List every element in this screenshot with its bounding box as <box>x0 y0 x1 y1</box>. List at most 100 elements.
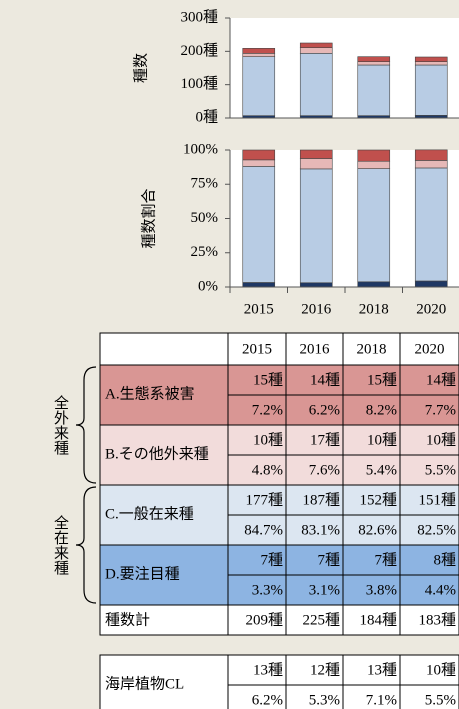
table-cell <box>399 574 459 606</box>
x-tick-label: 2018 <box>359 301 389 317</box>
table-value: 10種 <box>253 431 283 448</box>
y-tick-label: 25% <box>191 244 219 260</box>
table-value: 225種 <box>302 611 340 628</box>
table-value: 3.1% <box>309 582 340 598</box>
table-cell <box>342 604 401 636</box>
table-value: 177種 <box>245 491 283 508</box>
table-cell <box>399 332 459 366</box>
bar-segment <box>299 47 333 54</box>
table-cell <box>342 394 401 426</box>
table-cell <box>342 514 401 546</box>
table-cell <box>342 654 401 686</box>
bar-segment <box>357 160 391 169</box>
table-cell <box>285 332 344 366</box>
table-cell <box>399 364 459 396</box>
table-value: 3.8% <box>366 582 397 598</box>
table-value: 14種 <box>310 371 340 388</box>
bar-segment <box>414 160 448 169</box>
table-value: 15種 <box>253 371 283 388</box>
table-value: 5.3% <box>309 692 340 708</box>
table-cell <box>99 654 229 709</box>
table-value: 15種 <box>367 371 397 388</box>
table-cell <box>227 454 287 486</box>
table-cell <box>99 364 229 426</box>
bar-segment <box>299 53 333 116</box>
row-label: 海岸植物CL <box>105 675 184 692</box>
column-header: 2016 <box>300 341 331 357</box>
column-header: 2020 <box>415 341 445 357</box>
bar-segment <box>299 158 333 170</box>
y-tick-label: 50% <box>191 210 219 226</box>
row-label: D.要注目種 <box>105 565 180 582</box>
table-cell <box>227 332 287 366</box>
table-value: 83.1% <box>301 522 340 538</box>
group-brace <box>75 486 97 604</box>
table-value: 5.4% <box>366 462 397 478</box>
table-cell <box>285 454 344 486</box>
bar-segment <box>414 149 448 161</box>
table-value: 12種 <box>310 661 340 678</box>
y-axis-label: 種数 <box>132 53 149 83</box>
table-cell <box>99 424 229 486</box>
bar-segment <box>357 168 391 283</box>
table-value: 14種 <box>426 371 456 388</box>
bar-segment <box>242 53 276 57</box>
y-tick-label: 0% <box>198 278 218 294</box>
column-header: 2018 <box>357 341 387 357</box>
row-label: A.生態系被害 <box>105 385 195 402</box>
bar-segment <box>414 56 448 62</box>
column-header: 2015 <box>242 341 272 357</box>
table-value: 151種 <box>418 491 456 508</box>
x-tick-label: 2015 <box>244 301 274 317</box>
table-cell <box>342 332 401 366</box>
table-cell <box>227 484 287 516</box>
bar-segment <box>242 149 276 161</box>
table-value: 4.8% <box>252 462 283 478</box>
table-value: 5.5% <box>425 692 456 708</box>
table-value: 13種 <box>253 661 283 678</box>
table-value: 209種 <box>245 611 283 628</box>
table-cell <box>285 424 344 456</box>
table-value: 7種 <box>317 551 340 568</box>
table-value: 17種 <box>310 431 340 448</box>
table-cell <box>399 684 459 709</box>
x-tick-label: 2016 <box>301 301 332 317</box>
table-cell <box>99 544 229 606</box>
table-cell <box>285 394 344 426</box>
table-value: 84.7% <box>244 522 283 538</box>
bar-segment <box>242 282 276 288</box>
bar-segment <box>299 149 333 159</box>
group-label: 全外来種 <box>52 394 69 455</box>
table-value: 184種 <box>359 611 397 628</box>
y-tick-label: 100種 <box>180 75 218 92</box>
table-cell <box>227 394 287 426</box>
row-label: 種数計 <box>105 611 150 628</box>
table-value: 10種 <box>426 661 456 678</box>
bar-segment <box>242 48 276 54</box>
table-cell <box>227 654 287 686</box>
y-tick-label: 0種 <box>195 108 218 125</box>
group-brace <box>75 366 97 484</box>
table-value: 10種 <box>426 431 456 448</box>
table-value: 187種 <box>302 491 340 508</box>
bar-segment <box>414 167 448 282</box>
y-tick-label: 300種 <box>180 8 218 25</box>
y-axis-label: 種数割合 <box>140 188 157 248</box>
y-tick-label: 75% <box>191 176 219 192</box>
table-value: 4.4% <box>425 582 456 598</box>
x-tick-label: 2020 <box>416 301 446 317</box>
table-value: 7種 <box>260 551 283 568</box>
table-value: 5.5% <box>425 462 456 478</box>
table-cell <box>227 544 287 576</box>
table-cell <box>399 544 459 576</box>
table-value: 152種 <box>359 491 397 508</box>
bar-segment <box>357 56 391 62</box>
table-cell <box>227 514 287 546</box>
table-cell <box>399 394 459 426</box>
table-cell <box>285 484 344 516</box>
table-value: 6.2% <box>252 692 283 708</box>
y-tick-label: 100% <box>183 141 218 157</box>
table-value: 10種 <box>367 431 397 448</box>
bar-segment <box>414 64 448 116</box>
table-value: 6.2% <box>309 402 340 418</box>
